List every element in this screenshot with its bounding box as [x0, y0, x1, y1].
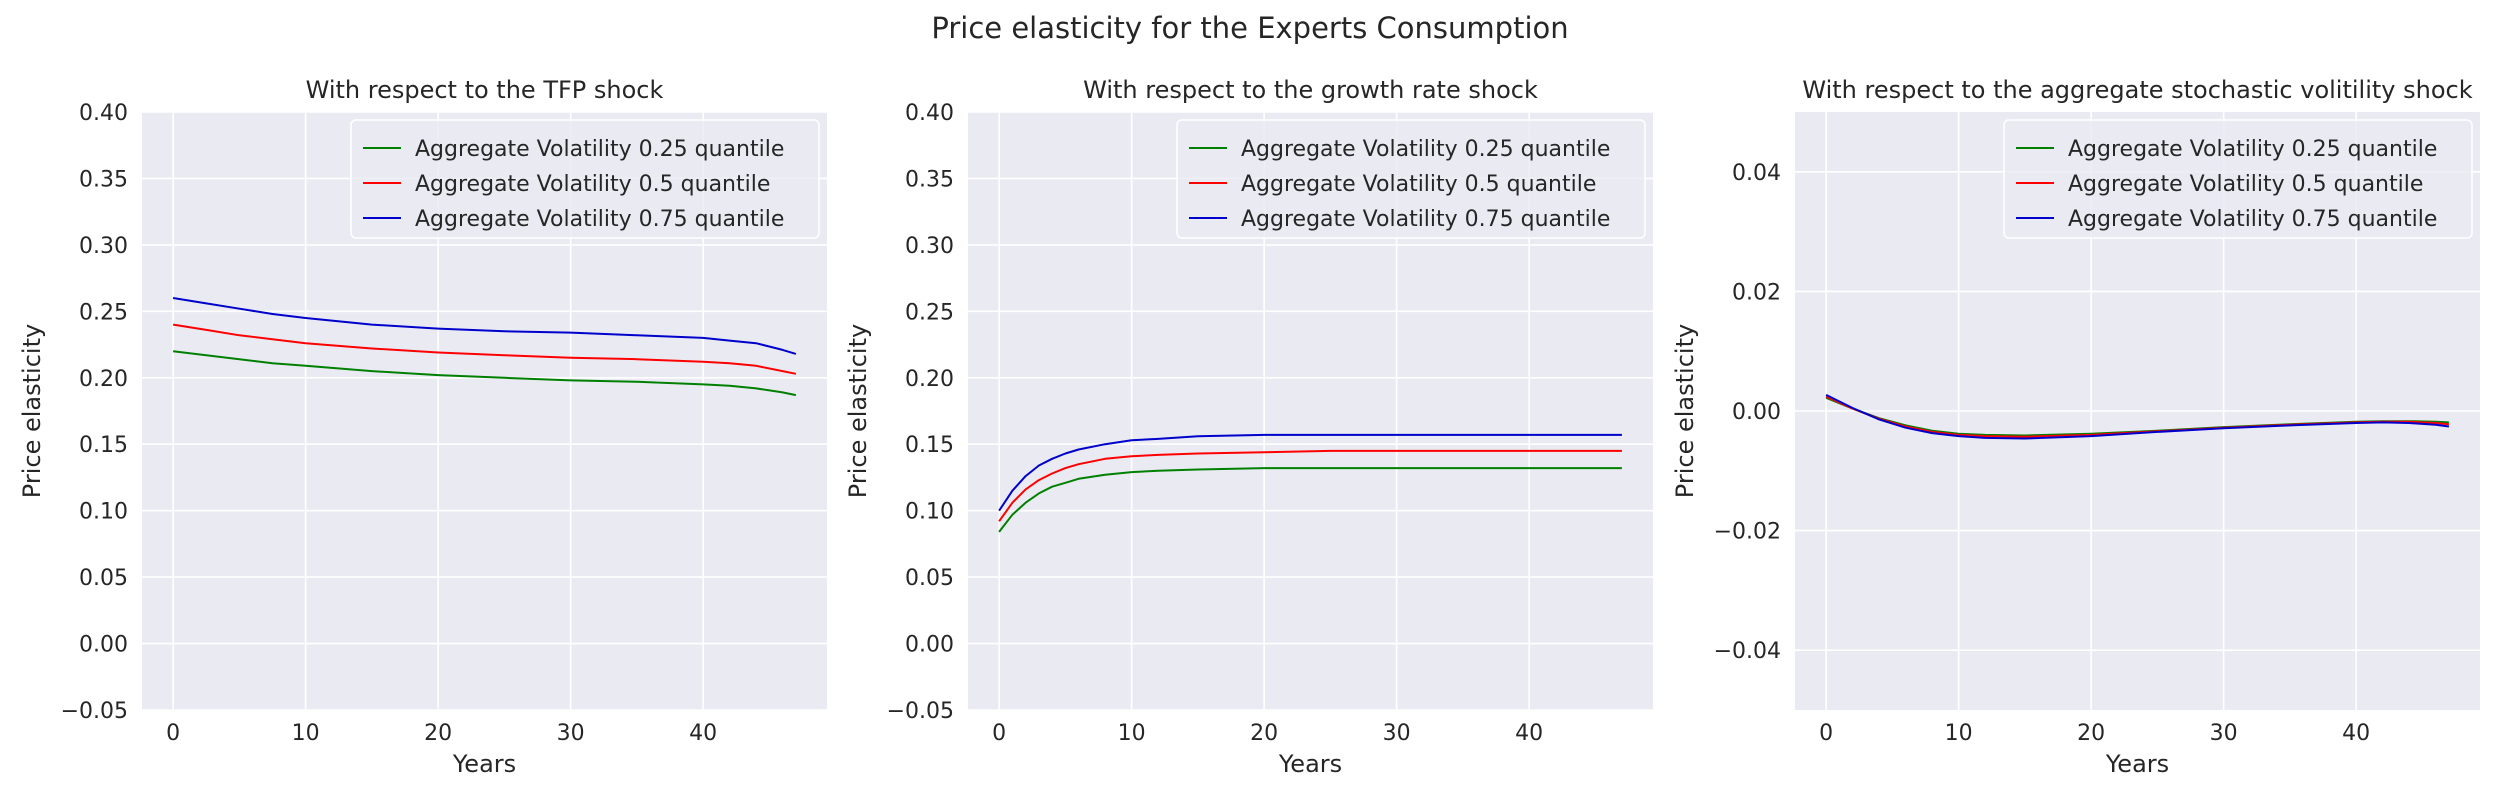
series-line-1	[998, 467, 1622, 533]
series-line-2	[998, 449, 1622, 522]
y-tick-label: 0.25	[79, 300, 128, 325]
series-line-3	[998, 433, 1622, 512]
y-tick-label: 0.20	[79, 367, 128, 392]
x-tick-label: 30	[557, 721, 585, 746]
y-axis-label: Price elasticity	[844, 324, 872, 498]
x-axis-label: Years	[2105, 750, 2169, 778]
x-tick-label: 0	[166, 721, 180, 746]
chart-panel-2: 0 10 20 30 40 −0.05 0.00 0.05 0.10 0.15 0.20 0.25 0.…	[844, 76, 1653, 778]
y-tick-label: −0.04	[1714, 639, 1781, 664]
y-tick-label: 0.00	[905, 633, 954, 658]
x-tick-label: 40	[1515, 721, 1543, 746]
y-tick-label: 0.05	[79, 566, 128, 591]
y-tick-label: 0.30	[905, 234, 954, 259]
legend-entry: Aggregate Volatility 0.75 quantile	[2068, 207, 2437, 232]
y-tick-label: 0.15	[905, 433, 954, 458]
legend: Aggregate Volatility 0.25 quantile Aggreg…	[2003, 119, 2473, 239]
y-tick-label: 0.15	[79, 433, 128, 458]
series-line-2	[172, 323, 797, 375]
chart-panel-1: 0 10 20 30 40 −0.05 0.00 0.05 0.10 0.15 0.20 0.25 0.…	[18, 76, 827, 778]
panel-title: With respect to the TFP shock	[306, 76, 664, 104]
x-tick-label: 40	[2342, 721, 2370, 746]
y-tick-label: 0.40	[79, 101, 128, 126]
figure-title: Price elasticity for the Experts Consump…	[931, 11, 1568, 45]
panel-title: With respect to the aggregate stochastic…	[1802, 76, 2472, 104]
panel-title: With respect to the growth rate shock	[1083, 76, 1538, 104]
legend-entry: Aggregate Volatility 0.5 quantile	[415, 172, 770, 197]
y-tick-label: −0.05	[61, 699, 128, 724]
y-tick-label: 0.05	[905, 566, 954, 591]
legend-box	[2003, 119, 2473, 239]
y-tick-label: 0.25	[905, 300, 954, 325]
y-tick-label: 0.20	[905, 367, 954, 392]
y-tick-label: 0.02	[1732, 280, 1781, 305]
x-tick-label: 10	[292, 721, 320, 746]
chart-panels: 0 10 20 30 40 −0.05 0.00 0.05 0.10 0.15 0.20 0.25 0.…	[18, 76, 2480, 778]
legend-entry: Aggregate Volatility 0.5 quantile	[2068, 172, 2423, 197]
y-tick-label: 0.35	[79, 167, 128, 192]
legend-entry: Aggregate Volatility 0.25 quantile	[2068, 137, 2437, 162]
y-tick-label: 0.40	[905, 101, 954, 126]
x-tick-label: 10	[1118, 721, 1146, 746]
legend-box	[350, 119, 820, 239]
y-tick-label: 0.10	[905, 500, 954, 525]
x-tick-label: 10	[1945, 721, 1973, 746]
series-line-1	[172, 350, 797, 397]
series-line-3	[1825, 394, 2450, 440]
x-tick-label: 30	[2210, 721, 2238, 746]
legend-box	[1176, 119, 1646, 239]
y-tick-label: 0.00	[1732, 400, 1781, 425]
legend-entry: Aggregate Volatility 0.25 quantile	[1241, 137, 1610, 162]
legend-entry: Aggregate Volatility 0.25 quantile	[415, 137, 784, 162]
y-tick-label: −0.02	[1714, 520, 1781, 545]
series-line-3	[172, 297, 797, 355]
y-tick-label: 0.04	[1732, 161, 1781, 186]
x-tick-label: 20	[1250, 721, 1278, 746]
chart-panel-3: 0 10 20 30 40 −0.04 −0.02 0.00 0.02 0.04 With resp…	[1671, 76, 2480, 778]
x-tick-label: 30	[1383, 721, 1411, 746]
x-tick-label: 40	[689, 721, 717, 746]
x-tick-label: 0	[992, 721, 1006, 746]
x-tick-label: 20	[424, 721, 452, 746]
y-axis-label: Price elasticity	[1671, 324, 1699, 498]
legend-entry: Aggregate Volatility 0.5 quantile	[1241, 172, 1596, 197]
y-tick-label: 0.10	[79, 500, 128, 525]
legend-entry: Aggregate Volatility 0.75 quantile	[415, 207, 784, 232]
legend: Aggregate Volatility 0.25 quantile Aggreg…	[1176, 119, 1646, 239]
y-axis-label: Price elasticity	[18, 324, 46, 498]
legend: Aggregate Volatility 0.25 quantile Aggreg…	[350, 119, 820, 239]
x-tick-label: 0	[1819, 721, 1833, 746]
y-tick-label: 0.30	[79, 234, 128, 259]
x-axis-label: Years	[1278, 750, 1342, 778]
x-tick-label: 20	[2077, 721, 2105, 746]
y-tick-label: 0.35	[905, 167, 954, 192]
y-tick-label: −0.05	[887, 699, 954, 724]
legend-entry: Aggregate Volatility 0.75 quantile	[1241, 207, 1610, 232]
y-tick-label: 0.00	[79, 633, 128, 658]
x-axis-label: Years	[452, 750, 516, 778]
